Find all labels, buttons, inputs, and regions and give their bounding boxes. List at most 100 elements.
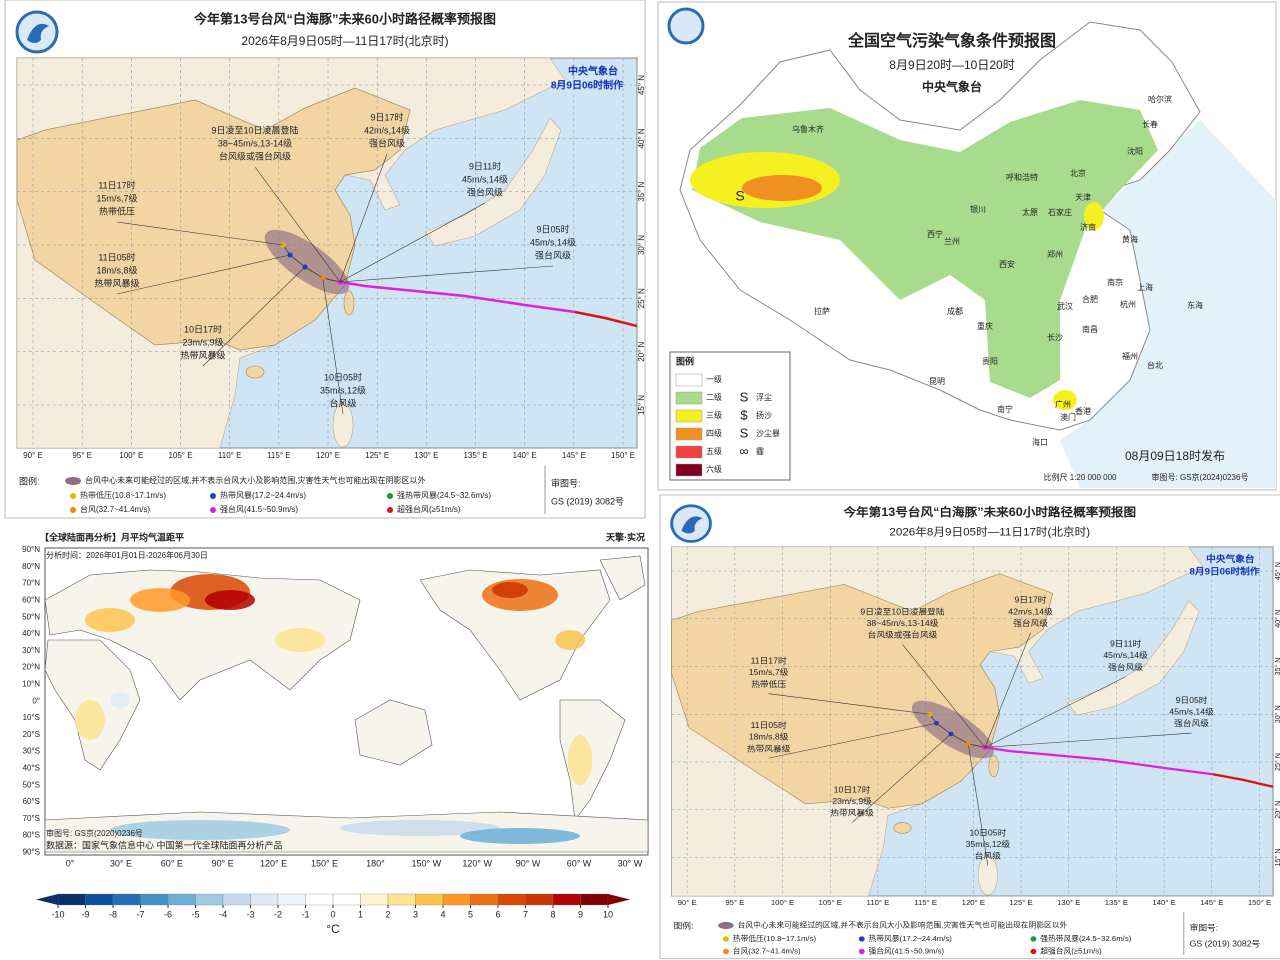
city-label: 上海: [1137, 282, 1153, 292]
colorbar-tick-label: 1: [358, 909, 363, 919]
annotation-text: 强台风级: [467, 186, 503, 197]
leader-line: [984, 632, 1031, 748]
annotation-text: 9日11时: [1110, 639, 1142, 649]
lat-label: 30° N: [1273, 705, 1280, 723]
lon-label: 0°: [66, 858, 75, 868]
lon-label: 30° W: [618, 858, 643, 868]
legend-swatch: [70, 507, 76, 513]
leader-line: [984, 676, 1126, 748]
legend-label: 热带风暴(17.2~24.4m/s): [220, 490, 306, 500]
colorbar-tick-label: 5: [468, 909, 473, 919]
approval-label: 审图号:: [551, 477, 581, 488]
city-label: 兰州: [944, 236, 960, 246]
leader-line: [851, 733, 952, 823]
lon-label: 120° E: [260, 858, 287, 868]
lon-label: 150° E: [311, 858, 338, 868]
city-label: 广州: [1055, 399, 1071, 409]
legend-swatch: [675, 445, 703, 459]
colorbar-bin: [387, 893, 416, 906]
colorbar-tick-label: 4: [440, 909, 445, 919]
approval: 审图号: GS京(2024)0236号: [1152, 472, 1249, 482]
annotation-text: 45m/s,14级: [462, 173, 508, 184]
annotation-text: 台风级或强台风级: [868, 630, 938, 640]
colorbar-bin: [415, 893, 444, 906]
japan: [1066, 600, 1200, 716]
taiwan: [343, 290, 355, 316]
lat-label: 80°S: [23, 831, 40, 840]
city-label: 杭州: [1120, 299, 1136, 309]
legend-label: 一级: [706, 374, 722, 384]
lon-label: 110° E: [867, 898, 890, 907]
annotation-text: 热带低压: [99, 205, 135, 216]
legend-heading: 图例:: [674, 921, 694, 931]
legend-label: 热带低压(10.8~17.1m/s): [733, 933, 817, 943]
annotation-text: 10日17时: [834, 785, 871, 795]
lon-label: 125° E: [365, 451, 389, 460]
anomaly-area: [85, 608, 135, 632]
lon-label: 140° E: [513, 451, 537, 460]
city-label: 海口: [1032, 437, 1048, 447]
colorbar-tick-label: -8: [109, 909, 117, 919]
past-track: [339, 280, 576, 314]
colorbar-tick-label: 8: [550, 909, 555, 919]
annotation-text: 38~45m/s,13-14级: [218, 137, 292, 148]
legend-swatch: [387, 507, 393, 513]
annotation-text: 9日凌至10日凌晨登陆: [860, 607, 945, 617]
lon-label: 145° E: [1200, 898, 1223, 907]
annotation-text: 23m/s,9级: [832, 796, 872, 806]
city-label: 沈阳: [1127, 146, 1143, 156]
city-label: 澳门: [1060, 412, 1076, 422]
approval-number: GS (2019) 3082号: [1190, 939, 1261, 949]
legend-label: 台风(32.7~41.4m/s): [733, 946, 801, 956]
anomaly-area: [110, 820, 290, 840]
colorbar-end: [36, 894, 58, 905]
legend-swatch: [70, 493, 76, 499]
brand: 天擎·实况: [606, 531, 645, 542]
map-subtitle: 2026年8月9日05时—11日17时(北京时): [241, 34, 448, 48]
lon-label: 90° E: [678, 898, 697, 907]
anomaly-area: [130, 588, 190, 612]
colorbar-bin: [277, 893, 306, 906]
annotation-text: 台风级: [329, 397, 356, 408]
legend-swatch: [858, 936, 865, 942]
colorbar-bin: [525, 893, 554, 906]
city-label: 台北: [1147, 360, 1163, 370]
legend-swatch: [675, 373, 703, 387]
lat-label: 30° N: [637, 235, 646, 255]
city-label: 武汉: [1057, 301, 1073, 311]
annotation-text: 23m/s,9级: [182, 336, 223, 347]
lon-label: 60° W: [567, 858, 592, 868]
leader-line: [202, 266, 306, 367]
lon-label: 150° W: [411, 858, 441, 868]
annotation-text: 15m/s,7级: [749, 668, 789, 678]
probability-cone: [911, 700, 994, 759]
north-america: [419, 569, 611, 701]
legend-heading: 图例:: [19, 475, 40, 486]
legend-label: 热带低压(10.8~17.1m/s): [80, 490, 166, 500]
typhoon-panel: 今年第13号台风“白海豚”未来60小时路径概率预报图 2026年8月9日05时—1…: [4, 0, 646, 519]
lon-label: 125° E: [1009, 898, 1032, 907]
sea-label: 黄海: [1122, 234, 1138, 244]
annotation-text: 10日17时: [184, 323, 222, 334]
colorbar-bin: [112, 893, 141, 906]
lat-label: 90°S: [23, 848, 40, 857]
lon-label: 115° E: [267, 451, 291, 460]
colorbar-bin: [497, 893, 526, 906]
philippines: [977, 855, 998, 896]
legend-symbol-label: 沙尘暴: [756, 428, 780, 438]
analysis-time: 分析时间：2026年01月01日-2026年06月30日: [46, 550, 208, 560]
anomaly-area: [75, 700, 105, 740]
leader-line: [339, 153, 388, 283]
legend-swatch: [210, 507, 216, 513]
annotation-text: 热带风暴级: [830, 808, 874, 818]
legend-label: 强台风(41.5~50.9m/s): [869, 946, 945, 956]
city-label: 香港: [1075, 406, 1091, 416]
colorbar-unit: °C: [326, 922, 340, 936]
map-period: 8月9日20时—10日20时: [889, 58, 1014, 72]
annotation-text: 15m/s,7级: [96, 192, 137, 203]
legend-label: 三级: [706, 410, 722, 420]
city-label: 西宁: [927, 229, 943, 239]
annotation-text: 38~45m/s,13-14级: [867, 618, 940, 628]
